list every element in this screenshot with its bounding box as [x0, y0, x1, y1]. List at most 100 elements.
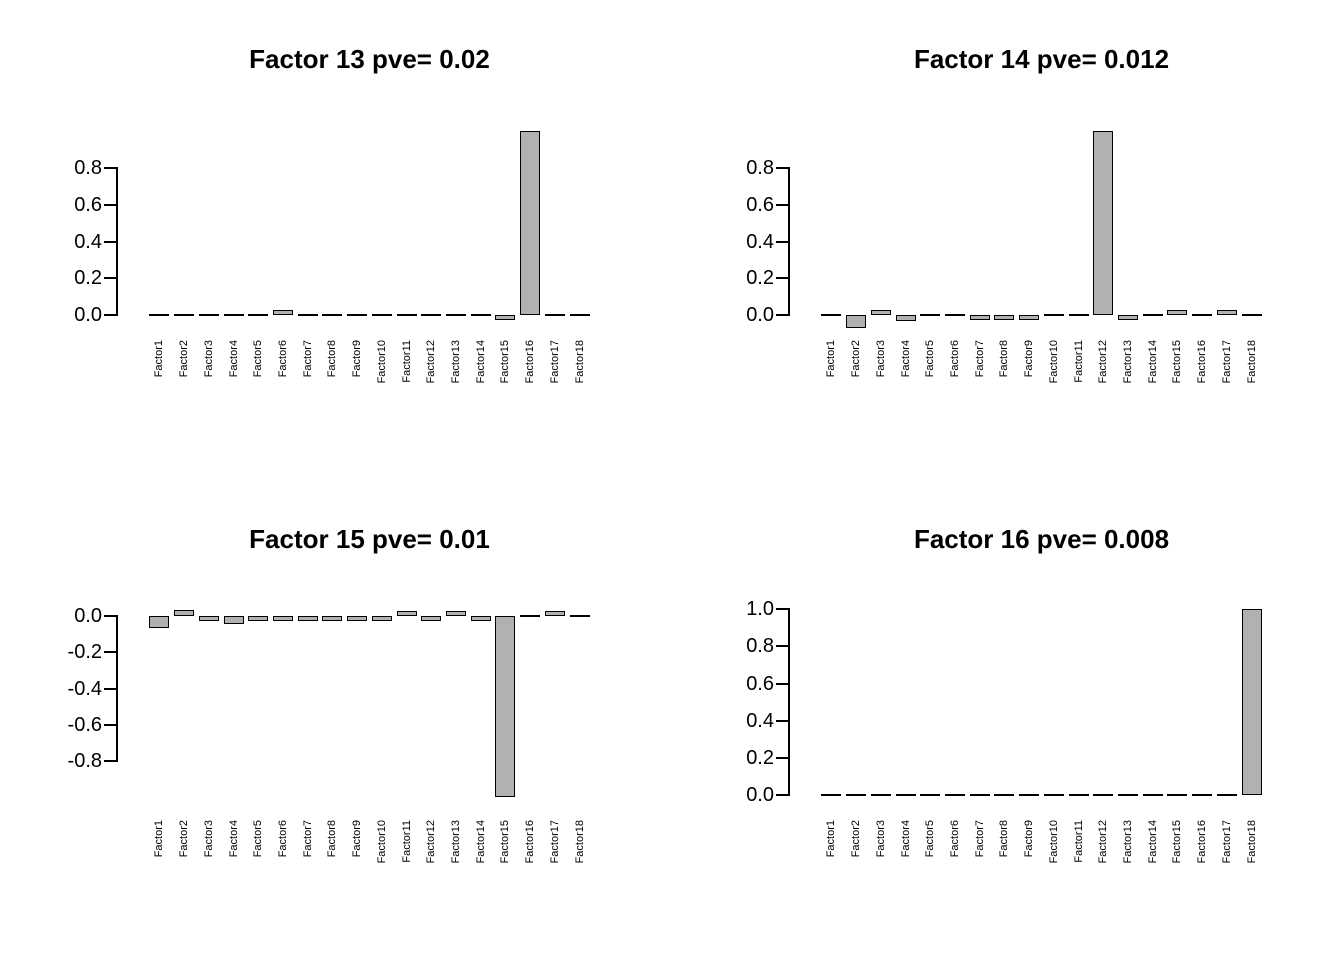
x-tick-label: Factor10 [1047, 820, 1060, 864]
y-tick-label: 0.6 [746, 193, 774, 216]
bar [895, 794, 916, 797]
x-tick-label: Factor8 [326, 820, 339, 858]
x-tick-label: Factor15 [1171, 820, 1184, 864]
bar [821, 794, 842, 797]
y-axis-line [116, 166, 118, 317]
x-tick-label: Factor3 [874, 340, 887, 378]
bar [248, 314, 269, 317]
x-tick-label: Factor2 [178, 340, 191, 378]
x-tick-label: Factor16 [1196, 340, 1209, 384]
bar [248, 615, 269, 622]
bar [1068, 314, 1089, 317]
y-tick-label: -0.8 [67, 750, 102, 773]
bar [1068, 794, 1089, 797]
x-tick-label: Factor18 [1245, 340, 1258, 384]
bar [821, 314, 842, 317]
bar [569, 614, 590, 617]
bar [1019, 315, 1040, 321]
bar [1043, 314, 1064, 317]
y-tick [776, 682, 788, 685]
bar [1167, 310, 1188, 316]
x-tick-label: Factor16 [524, 820, 537, 864]
x-tick-label: Factor1 [153, 820, 166, 858]
y-tick [776, 277, 788, 280]
y-tick-label: 0.2 [746, 267, 774, 290]
bar [446, 314, 467, 317]
x-tick-label: Factor3 [874, 820, 887, 858]
y-tick [104, 760, 116, 763]
bar [520, 130, 541, 316]
x-tick-label: Factor13 [1122, 340, 1135, 384]
bar [1241, 609, 1262, 796]
x-tick-label: Factor11 [400, 820, 413, 863]
bar [969, 315, 990, 321]
bar [1192, 794, 1213, 797]
x-tick-label: Factor8 [998, 340, 1011, 378]
x-tick-label: Factor10 [375, 820, 388, 864]
bar [446, 610, 467, 616]
x-tick-label: Factor6 [948, 820, 961, 858]
bar [198, 615, 219, 621]
y-axis-line [116, 614, 118, 763]
x-tick-label: Factor1 [153, 340, 166, 378]
x-tick-label: Factor5 [924, 820, 937, 858]
x-tick-label: Factor11 [1072, 340, 1085, 383]
x-tick-label: Factor16 [524, 340, 537, 384]
bar [272, 310, 293, 316]
y-tick [776, 203, 788, 206]
bar [1093, 794, 1114, 797]
x-tick-label: Factor12 [1097, 820, 1110, 864]
bar [1216, 794, 1237, 797]
bar [495, 315, 516, 321]
x-tick-label: Factor4 [227, 820, 240, 858]
x-tick-label: Factor8 [326, 340, 339, 378]
x-tick-label: Factor2 [850, 820, 863, 858]
y-axis-line [788, 166, 790, 317]
bar [1019, 794, 1040, 797]
y-tick [104, 277, 116, 280]
x-tick-label: Factor12 [425, 820, 438, 864]
x-tick-label: Factor14 [474, 340, 487, 384]
x-tick-label: Factor9 [351, 340, 364, 378]
x-tick-label: Factor9 [1023, 340, 1036, 378]
bar [1216, 310, 1237, 316]
x-tick-label: Factor2 [850, 340, 863, 378]
y-tick [104, 723, 116, 726]
bar [920, 314, 941, 317]
x-tick-label: Factor7 [973, 820, 986, 858]
y-tick-label: 0.4 [746, 230, 774, 253]
y-tick-label: 0.2 [746, 747, 774, 770]
x-tick-label: Factor6 [276, 820, 289, 858]
bar [1043, 794, 1064, 797]
bar [174, 314, 195, 317]
bar [470, 314, 491, 317]
y-tick-label: -0.4 [67, 677, 102, 700]
bar [1118, 315, 1139, 321]
bar [297, 615, 318, 621]
x-tick-label: Factor15 [499, 820, 512, 864]
bar-chart-panel-factor14: Factor 14 pve= 0.012 0.0 0.2 0.4 0.6 0.8 Fact… [672, 0, 1344, 480]
bar [544, 314, 565, 317]
bar [223, 615, 244, 625]
x-tick-label: Factor14 [1146, 820, 1159, 864]
x-tick-label: Factor3 [202, 820, 215, 858]
bar [846, 315, 867, 329]
plot-area: 0.0 -0.2 -0.4 -0.6 -0.8 Factor1 Factor2 Factor3… [0, 480, 672, 960]
bar [870, 794, 891, 797]
bar [347, 615, 368, 621]
x-tick-label: Factor6 [948, 340, 961, 378]
y-tick-label: 0.0 [74, 304, 102, 327]
y-tick-label: 0.8 [746, 635, 774, 658]
x-tick-label: Factor1 [825, 820, 838, 858]
y-tick-label: -0.2 [67, 641, 102, 664]
bar [846, 794, 867, 797]
x-tick-label: Factor5 [252, 340, 265, 378]
x-tick-label: Factor17 [548, 340, 561, 384]
y-tick-label: -0.6 [67, 713, 102, 736]
x-tick-label: Factor7 [301, 340, 314, 378]
y-tick [776, 166, 788, 169]
bar [520, 614, 541, 617]
bar [870, 310, 891, 316]
x-tick-label: Factor6 [276, 340, 289, 378]
